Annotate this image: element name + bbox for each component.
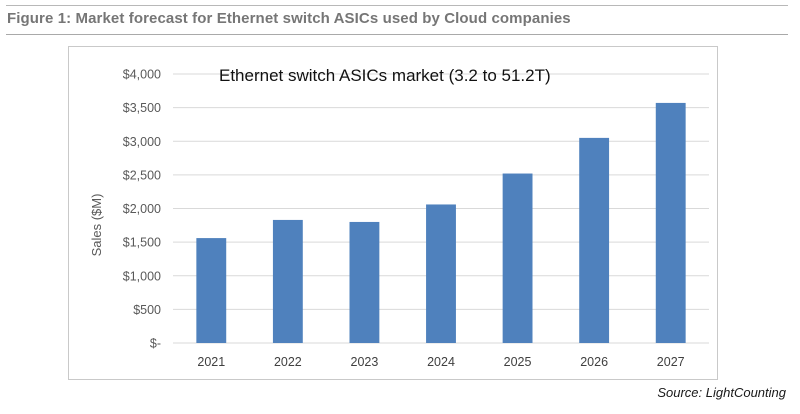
bar-2021: [196, 238, 227, 343]
bar-2025: [502, 173, 533, 343]
y-tick-label: $4,000: [123, 68, 161, 82]
chart-frame: $- $500 $1,000 $1,500 $2,000 $2,500 $3,000 $3,5…: [68, 46, 718, 380]
bar-2022: [272, 219, 303, 343]
y-axis-ticks: $- $500 $1,000 $1,500 $2,000 $2,500 $3,000 $3,5…: [123, 68, 161, 351]
y-axis-title: Sales ($M): [89, 194, 104, 257]
figure-caption: Figure 1: Market forecast for Ethernet s…: [7, 10, 571, 27]
x-tick-label: 2023: [351, 355, 379, 369]
y-tick-label: $3,500: [123, 101, 161, 115]
bar-2024: [426, 204, 456, 343]
bar-2023: [349, 221, 380, 343]
x-tick-label: 2024: [427, 355, 455, 369]
bar-2026: [579, 137, 610, 343]
y-tick-label: $1,000: [123, 269, 161, 283]
y-tick-label: $1,500: [123, 236, 161, 250]
x-axis-ticks: 2021 2022 2023 2024 2025 2026 2027: [197, 355, 684, 369]
x-tick-label: 2022: [274, 355, 302, 369]
x-tick-label: 2027: [657, 355, 685, 369]
x-tick-label: 2021: [197, 355, 225, 369]
source-note: Source: LightCounting: [657, 385, 786, 400]
x-tick-label: 2025: [504, 355, 532, 369]
y-tick-label: $2,000: [123, 202, 161, 216]
top-rule: [6, 5, 788, 6]
bar-2027: [655, 102, 686, 343]
chart-title: Ethernet switch ASICs market (3.2 to 51.…: [219, 66, 551, 85]
bars: [196, 102, 686, 343]
x-tick-label: 2026: [580, 355, 608, 369]
y-tick-label: $2,500: [123, 168, 161, 182]
y-tick-label: $500: [133, 303, 161, 317]
caption-rule: [6, 34, 788, 35]
y-tick-label: $3,000: [123, 135, 161, 149]
y-tick-label: $-: [150, 337, 161, 351]
bar-chart: $- $500 $1,000 $1,500 $2,000 $2,500 $3,000 $3,5…: [89, 66, 709, 369]
